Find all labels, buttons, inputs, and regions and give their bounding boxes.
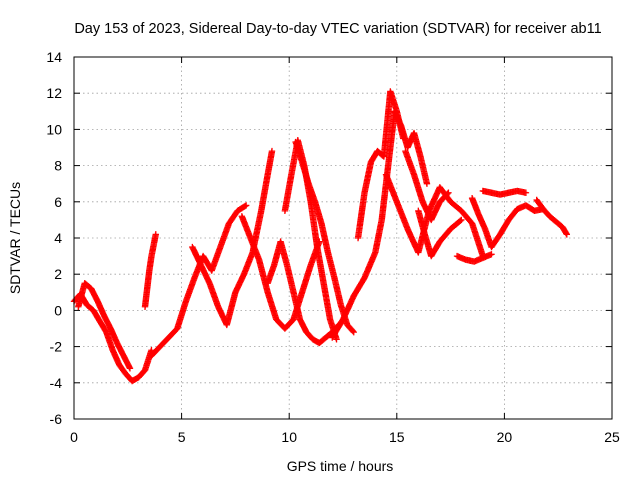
x-tick-label: 15 — [389, 429, 405, 445]
y-tick-label: 12 — [46, 85, 62, 101]
series-sat-d — [148, 202, 250, 359]
chart-title: Day 153 of 2023, Sidereal Day-to-day VTE… — [74, 21, 601, 37]
series-sat-q — [479, 187, 530, 198]
y-axis-label: SDTVAR / TECUs — [7, 182, 23, 294]
series-sat-c — [141, 231, 159, 310]
data-point — [126, 365, 134, 372]
data-point — [152, 231, 159, 238]
y-tick-label: 10 — [46, 121, 62, 137]
x-axis-label: GPS time / hours — [287, 458, 394, 474]
series-sat-r — [533, 196, 571, 238]
y-tick-label: 8 — [54, 158, 62, 174]
data-point — [242, 202, 250, 209]
y-tick-labels: -6 -4 -2 0 2 4 6 8 10 12 14 — [46, 49, 62, 427]
series-sat-n — [415, 207, 465, 260]
x-tick-labels: 0 5 10 15 20 25 — [70, 429, 620, 445]
data-point — [444, 190, 451, 197]
y-tick-label: -6 — [50, 411, 63, 427]
data-point — [457, 217, 464, 224]
series-sat-b — [75, 280, 134, 372]
y-tick-label: 4 — [54, 230, 62, 246]
x-tick-label: 0 — [70, 429, 78, 445]
y-tick-label: 14 — [46, 49, 62, 65]
y-tick-label: 0 — [54, 302, 62, 318]
data-point — [350, 328, 357, 336]
y-tick-label: 2 — [54, 266, 62, 282]
grid — [74, 57, 612, 419]
data-point — [458, 216, 465, 224]
data-point — [400, 135, 407, 142]
series-sat-k — [354, 88, 407, 242]
x-tick-label: 5 — [178, 429, 186, 445]
x-tick-label: 20 — [497, 429, 513, 445]
data-point — [563, 231, 571, 238]
y-tick-label: -2 — [50, 339, 63, 355]
series-sat-e — [189, 147, 276, 329]
y-tick-label: 6 — [54, 194, 62, 210]
data-point — [349, 327, 357, 335]
series-sat-i — [292, 138, 357, 336]
series-sat-h — [281, 137, 340, 343]
series-sat-m — [402, 147, 452, 224]
x-tick-label: 25 — [604, 429, 620, 445]
axis-ticks — [73, 56, 613, 420]
data-point — [268, 147, 276, 155]
data-point — [241, 202, 249, 210]
x-tick-label: 10 — [281, 429, 297, 445]
series-sat-o — [453, 251, 495, 265]
y-tick-label: -4 — [50, 375, 63, 391]
data-point — [522, 189, 530, 196]
data-point — [445, 189, 452, 196]
series-sat-f — [238, 213, 323, 332]
data-point — [333, 336, 340, 343]
data-point — [488, 251, 495, 258]
data-point — [423, 180, 431, 187]
data-markers — [70, 88, 571, 385]
